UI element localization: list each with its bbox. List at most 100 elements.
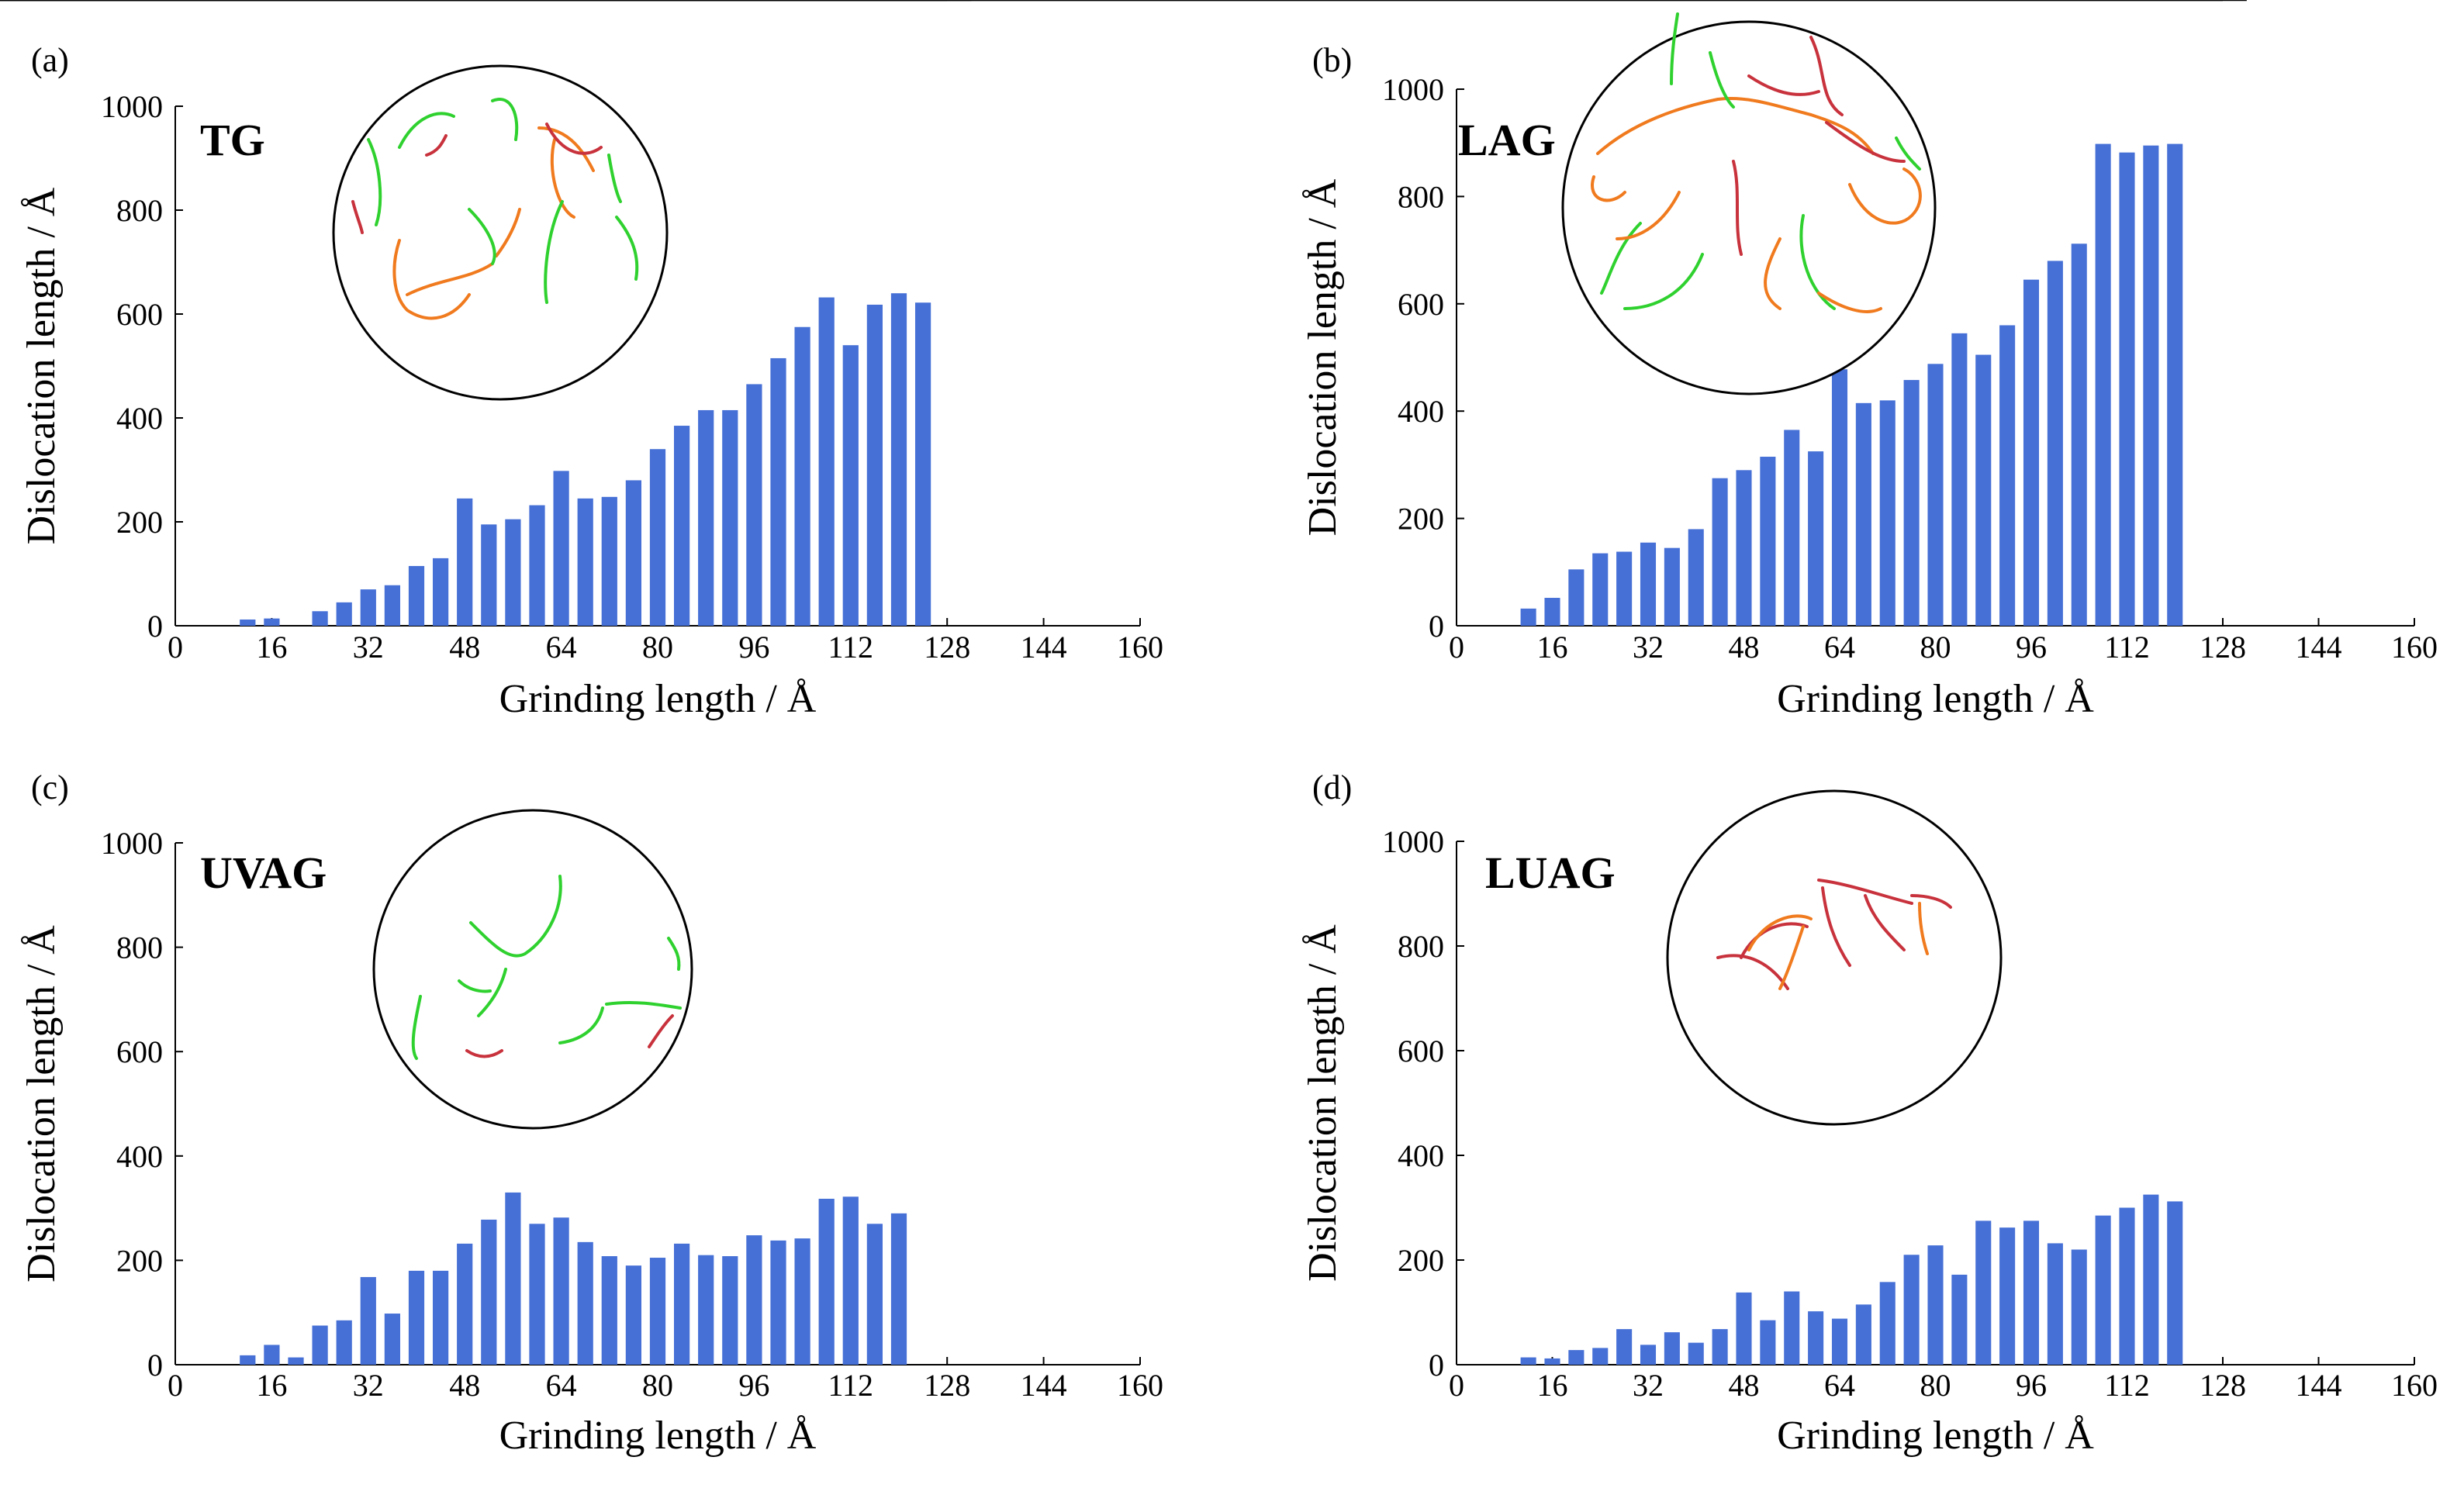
bar [1736, 470, 1752, 626]
bar [842, 1196, 859, 1365]
y-tick-label: 1000 [101, 826, 163, 861]
dislocation-inset [1561, 12, 1937, 395]
dislocation-line [406, 262, 494, 296]
bar [1568, 569, 1584, 626]
dislocation-line [1596, 97, 1875, 155]
x-tick-label: 160 [2391, 1368, 2438, 1403]
bar [1999, 1227, 2016, 1365]
dislocation-line [398, 112, 455, 149]
dislocation-line [558, 1006, 604, 1044]
x-tick-label: 80 [642, 1368, 673, 1403]
chart-name-label: TG [200, 115, 265, 165]
chart-name-label: UVAG [200, 848, 327, 898]
y-tick-label: 400 [116, 401, 163, 436]
bar [288, 1357, 304, 1365]
dislocation-line [1740, 922, 1809, 959]
dislocation-line [425, 134, 448, 157]
dislocation-line [648, 1014, 674, 1048]
bar [360, 1276, 376, 1365]
bar [1760, 1320, 1776, 1365]
bar [1975, 1220, 1992, 1365]
bar [890, 293, 907, 626]
bar [1831, 1318, 1848, 1365]
x-tick-label: 160 [1117, 1368, 1163, 1403]
dislocation-line [607, 154, 622, 203]
bar [432, 1270, 449, 1365]
y-tick-label: 800 [1398, 179, 1444, 214]
y-tick-label: 200 [116, 1243, 163, 1278]
x-axis-title: Grinding length / Å [499, 1414, 817, 1458]
bar [1903, 380, 1920, 626]
dislocation-line [411, 995, 422, 1060]
bar [2167, 1201, 2183, 1365]
bar [2143, 145, 2159, 626]
y-tick-label: 600 [1398, 1034, 1444, 1069]
x-tick-label: 48 [1729, 630, 1760, 665]
bar [264, 1345, 280, 1365]
x-tick-label: 80 [642, 630, 673, 665]
x-axis-title: Grinding length / Å [1777, 677, 2094, 721]
bar [432, 558, 449, 626]
bar [1592, 553, 1609, 626]
bar [457, 1243, 473, 1365]
bar [866, 1224, 883, 1365]
dislocation-line [1864, 894, 1906, 951]
bar [722, 1256, 738, 1365]
x-tick-label: 144 [1021, 630, 1067, 665]
bar [1712, 478, 1728, 626]
bar [1688, 529, 1704, 626]
bar [746, 1235, 762, 1365]
x-tick-label: 128 [924, 1368, 970, 1403]
bar [1760, 457, 1776, 626]
dislocation-line [1670, 12, 1679, 85]
x-tick-label: 64 [546, 1368, 577, 1403]
bar [842, 345, 859, 626]
bar [649, 1258, 666, 1365]
y-tick-label: 1000 [1382, 72, 1444, 107]
x-tick-label: 96 [738, 630, 769, 665]
x-tick-label: 0 [168, 630, 183, 665]
bar [1855, 402, 1871, 626]
bar [625, 1265, 642, 1365]
bar [1855, 1304, 1871, 1365]
dislocation-inset [1666, 789, 2003, 1126]
bar [336, 602, 352, 626]
y-axis-title: Dislocation length / Å [19, 187, 64, 544]
bar [553, 1217, 569, 1365]
bar [1640, 542, 1657, 626]
bar [2047, 261, 2063, 626]
dislocation-line [1732, 160, 1743, 256]
dislocation-lines [411, 875, 682, 1060]
panel-label: (a) [31, 41, 69, 79]
bar [673, 426, 690, 626]
dislocation-line [1910, 894, 1952, 909]
bar [1664, 1332, 1680, 1365]
bar [1927, 1245, 1944, 1365]
bar [770, 357, 786, 626]
bar [1927, 364, 1944, 626]
dislocation-line [1817, 879, 1913, 905]
bar [722, 409, 738, 626]
y-axis-title: Dislocation length / Å [1301, 178, 1345, 536]
bar [408, 565, 425, 626]
bar [505, 519, 521, 626]
dislocation-line [1817, 292, 1882, 313]
x-tick-label: 80 [1920, 1368, 1951, 1403]
bar [529, 1224, 545, 1365]
bar [1640, 1345, 1657, 1365]
dislocation-line [1778, 925, 1805, 990]
y-tick-label: 800 [116, 193, 163, 228]
bar [553, 471, 569, 626]
bar [481, 1219, 497, 1365]
bar [1520, 1357, 1536, 1365]
y-tick-label: 200 [1398, 502, 1444, 537]
dislocation-line [491, 98, 519, 141]
x-tick-label: 80 [1920, 630, 1951, 665]
bar [336, 1320, 352, 1365]
y-tick-label: 400 [116, 1139, 163, 1174]
x-tick-label: 96 [2016, 1368, 2047, 1403]
x-tick-label: 0 [1449, 630, 1464, 665]
y-tick-label: 200 [116, 505, 163, 540]
